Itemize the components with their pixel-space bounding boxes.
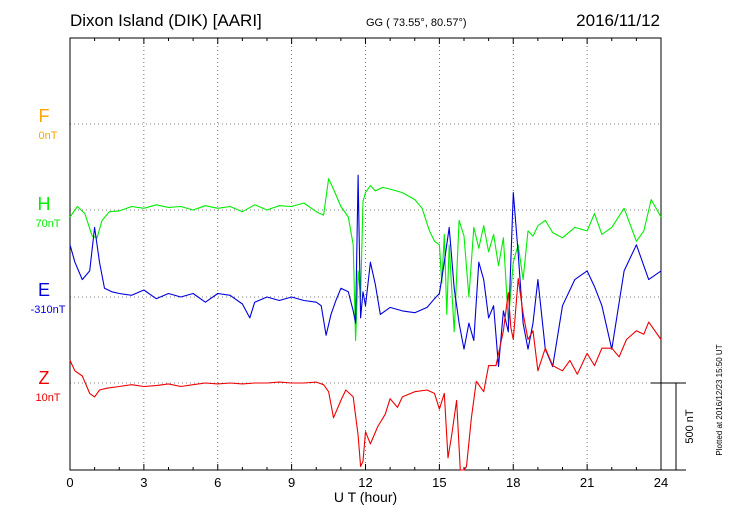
- x-tick-label: 12: [358, 475, 372, 490]
- series-baseline-z: 10nT: [35, 392, 60, 404]
- series-line-e: [69, 174, 662, 368]
- x-tick-label: 0: [66, 475, 73, 490]
- scale-bar-label: 500 nT: [684, 409, 696, 444]
- series-label-f: F: [39, 106, 50, 126]
- plotted-timestamp: Plotted at 2016/12/23 15:50 UT: [715, 344, 724, 455]
- x-tick-label: 9: [288, 475, 295, 490]
- x-tick-label: 21: [580, 475, 594, 490]
- x-tick-label: 6: [214, 475, 221, 490]
- series-line-z: [69, 278, 662, 471]
- series-baseline-f: 0nT: [39, 130, 58, 142]
- x-tick-label: 3: [140, 475, 147, 490]
- series-baseline-h: 70nT: [35, 218, 60, 230]
- x-tick-label: 15: [432, 475, 446, 490]
- series-label-z: Z: [39, 368, 50, 388]
- series-baseline-e: -310nT: [31, 304, 66, 316]
- x-tick-label: 18: [506, 475, 520, 490]
- coordinates-label: GG ( 73.55°, 80.57°): [366, 17, 467, 29]
- date-label: 2016/11/12: [576, 11, 660, 30]
- series-label-e: E: [38, 280, 50, 300]
- series-line-h: [69, 178, 662, 342]
- series-label-h: H: [38, 194, 51, 214]
- x-tick-label: 24: [654, 475, 668, 490]
- x-axis-label: U T (hour): [334, 489, 397, 505]
- station-title: Dixon Island (DIK) [AARI]: [70, 11, 262, 30]
